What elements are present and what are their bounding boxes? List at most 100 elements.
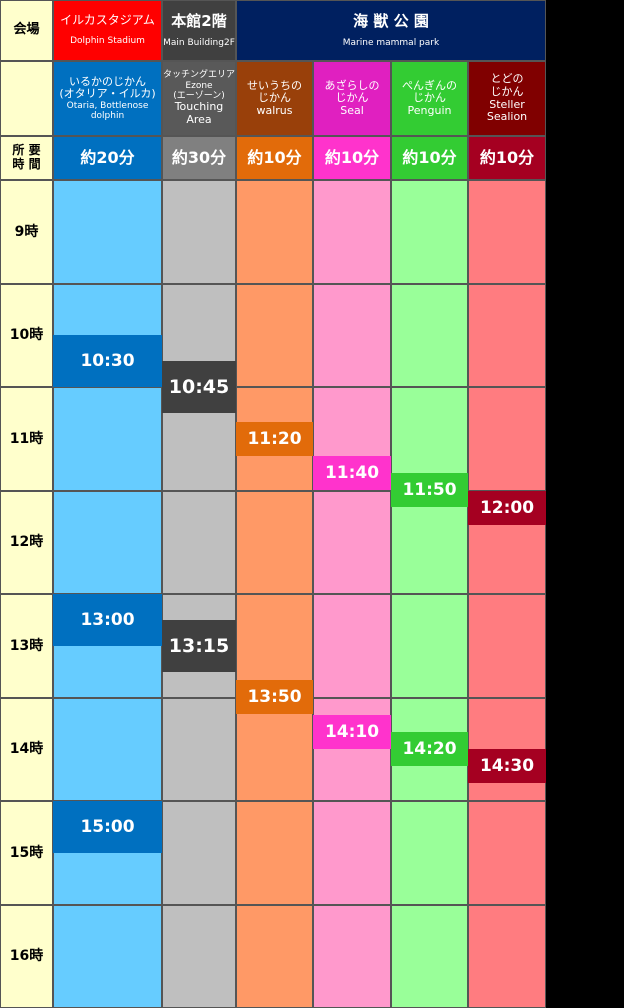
duration: 約10分	[313, 136, 391, 180]
show-name: とどの じかん Steller Sealion	[468, 61, 546, 136]
show-name-line: じかん	[413, 91, 446, 105]
show-time: 12:00	[468, 490, 546, 525]
slot-cell	[391, 490, 468, 594]
duration: 約10分	[468, 136, 546, 180]
show-time: 13:00	[53, 594, 162, 646]
show-name-line: Penguin	[407, 103, 452, 117]
show-time: 10:30	[53, 335, 162, 388]
show-name-line: タッチングエリア	[163, 70, 236, 81]
slot-cell	[313, 180, 391, 284]
venue-label: 会場	[0, 0, 53, 61]
show-name-line: Steller Sealion	[486, 97, 528, 124]
slot-cell	[313, 283, 391, 387]
venue-name-en: Main Building2F	[163, 37, 235, 48]
show-name-line: (オタリア・イルカ)	[59, 87, 156, 101]
show-name-line: あざらしの	[324, 78, 380, 92]
show-name-line: (エーゾーン)	[173, 91, 225, 102]
slot-cell	[391, 283, 468, 387]
show-name-line: いるかのじかん	[69, 74, 146, 88]
duration: 約30分	[162, 136, 236, 180]
show-name-line: walrus	[256, 103, 293, 117]
show-name-line: せいうちの	[247, 78, 302, 92]
slot-cell	[391, 180, 468, 284]
show-name: タッチングエリア Ezone (エーゾーン) Touching Area	[162, 61, 236, 136]
show-time: 14:10	[313, 714, 391, 749]
show-time: 10:45	[162, 361, 236, 414]
slot-cell	[313, 490, 391, 594]
slot-cell	[53, 697, 162, 801]
slot-cell	[313, 801, 391, 905]
show-name-line: じかん	[258, 91, 291, 105]
slot-cell	[391, 904, 468, 1008]
show-time: 11:40	[313, 456, 391, 490]
venue-header: 本館2階 Main Building2F	[162, 0, 236, 61]
duration: 約10分	[391, 136, 468, 180]
show-time: 11:20	[236, 421, 313, 456]
slot-cell	[236, 697, 313, 801]
venue-name-en: Dolphin Stadium	[70, 36, 145, 47]
venue-name: イルカスタジアム	[60, 13, 155, 28]
venue-header: 海 獣 公 園 Marine mammal park	[236, 0, 546, 61]
slot-cell	[391, 801, 468, 905]
duration-label-line: 所 要	[12, 143, 41, 158]
slot-cell	[391, 594, 468, 698]
hour-label: 9時	[0, 180, 53, 284]
show-name: ぺんぎんの じかん Penguin	[391, 61, 468, 136]
slot-cell	[468, 594, 546, 698]
slot-cell	[313, 697, 391, 801]
show-name-line: Seal	[340, 103, 364, 117]
show-name-line: とどの	[490, 72, 524, 86]
show-time: 11:50	[391, 473, 468, 508]
show-name: せいうちの じかん walrus	[236, 61, 313, 136]
slot-cell	[313, 594, 391, 698]
slot-cell	[468, 283, 546, 387]
slot-cell	[162, 904, 236, 1008]
duration: 約20分	[53, 136, 162, 180]
show-time: 14:20	[391, 732, 468, 766]
slot-cell	[236, 180, 313, 284]
show-name: いるかのじかん (オタリア・イルカ) Otaria, Bottlenose dolp…	[53, 61, 162, 136]
venue-name-en: Marine mammal park	[342, 37, 440, 48]
show-name-line: Otaria, Bottlenose dolphin	[66, 100, 149, 122]
slot-cell	[53, 904, 162, 1008]
slot-cell	[162, 180, 236, 284]
slot-cell	[53, 387, 162, 491]
show-name: あざらしの じかん Seal	[313, 61, 391, 136]
venue-name: 本館2階	[171, 11, 227, 30]
show-name-line: Ezone	[185, 80, 213, 91]
venue-header: イルカスタジアム Dolphin Stadium	[53, 0, 162, 61]
duration: 約10分	[236, 136, 313, 180]
show-name-line: Touching Area	[174, 100, 224, 127]
slot-cell	[53, 490, 162, 594]
hour-label: 11時	[0, 387, 53, 491]
hour-label: 10時	[0, 283, 53, 387]
slot-cell	[162, 697, 236, 801]
slot-cell	[236, 801, 313, 905]
slot-cell	[162, 801, 236, 905]
slot-cell	[236, 283, 313, 387]
hour-label: 14時	[0, 697, 53, 801]
slot-cell	[468, 904, 546, 1008]
slot-cell	[468, 801, 546, 905]
show-time: 13:50	[236, 680, 313, 715]
slot-cell	[313, 904, 391, 1008]
hour-label: 12時	[0, 490, 53, 594]
slot-cell	[236, 904, 313, 1008]
venue-name: 海 獣 公 園	[353, 11, 429, 30]
show-time: 14:30	[468, 749, 546, 784]
slot-cell	[53, 180, 162, 284]
slot-cell	[236, 490, 313, 594]
hour-label: 15時	[0, 801, 53, 905]
blank-cell	[0, 61, 53, 136]
show-name-line: ぺんぎんの	[402, 78, 457, 92]
show-time: 15:00	[53, 801, 162, 853]
show-name-line: じかん	[335, 91, 369, 105]
duration-label-line: 時 間	[12, 157, 41, 171]
hour-label: 13時	[0, 594, 53, 698]
hour-label: 16時	[0, 904, 53, 1008]
show-name-line: じかん	[490, 84, 524, 98]
show-time: 13:15	[162, 619, 236, 672]
slot-cell	[468, 387, 546, 491]
slot-cell	[162, 490, 236, 594]
